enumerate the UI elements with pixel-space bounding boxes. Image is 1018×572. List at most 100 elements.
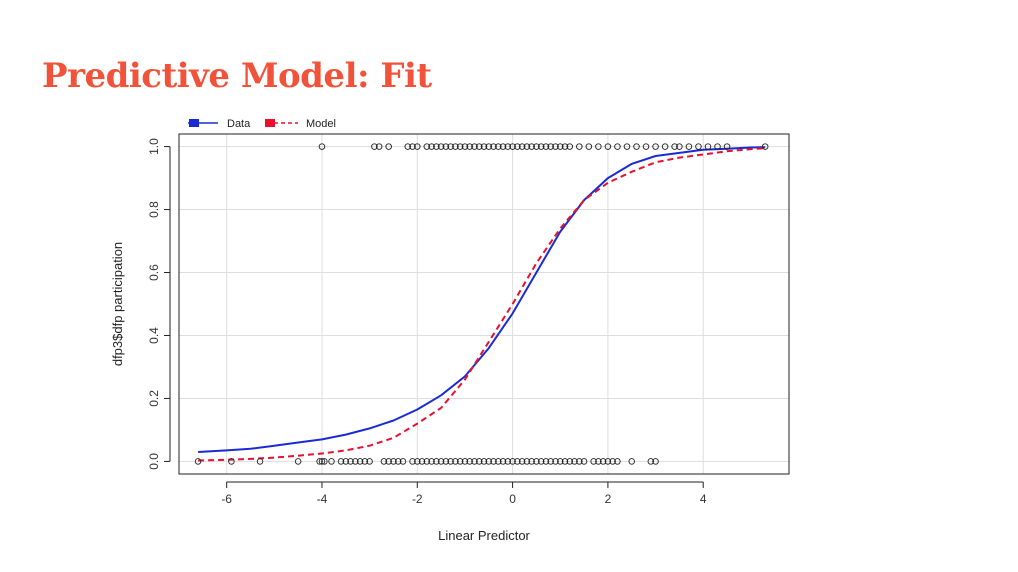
data-point-one (447, 143, 454, 150)
data-point-zero (437, 458, 445, 465)
data-point-zero (452, 458, 459, 465)
data-point-zero (390, 458, 397, 465)
y-tick-label: 0.0 (147, 453, 161, 470)
data-point-zero (414, 458, 421, 465)
data-point-zero (557, 458, 564, 465)
data-point-zero (561, 458, 569, 465)
data-point-zero (423, 458, 431, 465)
data-point-one (547, 143, 554, 150)
data-point-zero (256, 458, 264, 465)
data-point-one (633, 143, 640, 150)
data-point-zero (461, 458, 469, 465)
data-point-one (495, 143, 502, 150)
data-point-zero (514, 458, 521, 465)
data-point-zero (442, 458, 450, 465)
data-point-one (714, 143, 721, 150)
data-point-one (652, 143, 659, 150)
data-point-zero (316, 458, 323, 465)
data-point-one (504, 143, 512, 150)
data-point-one (642, 143, 650, 150)
data-point-one (371, 143, 378, 150)
data-point-one (623, 143, 631, 150)
data-point-one (542, 143, 550, 150)
data-point-zero (318, 458, 326, 465)
data-point-one (518, 143, 526, 150)
legend-model-swatch (265, 119, 275, 127)
data-point-zero (490, 458, 497, 465)
legend-model-label: Model (306, 118, 336, 130)
data-point-one (490, 143, 497, 150)
data-point-one (409, 143, 416, 150)
data-point-zero (366, 458, 373, 465)
data-point-one (676, 143, 683, 150)
data-point-zero (485, 458, 493, 465)
data-point-zero (228, 458, 235, 465)
data-point-zero (547, 458, 554, 465)
data-point-one (423, 143, 431, 150)
data-point-zero (628, 458, 635, 465)
data-point-zero (647, 458, 655, 465)
data-point-zero (466, 458, 473, 465)
data-point-one (414, 143, 421, 150)
data-point-one (561, 143, 569, 150)
data-point-zero (576, 458, 583, 465)
data-point-zero (509, 458, 516, 465)
data-point-zero (456, 458, 464, 465)
data-point-one (437, 143, 445, 150)
y-tick-label: 0.2 (147, 390, 161, 407)
data-point-zero (495, 458, 502, 465)
legend: Data Model (188, 118, 336, 130)
data-point-zero (380, 458, 388, 465)
data-point-one (514, 143, 521, 150)
axes: -6 -4 -2 0 2 4 0.0 0.2 0.4 0.6 0.8 1.0 (147, 138, 707, 506)
data-point-zero (352, 458, 359, 465)
data-point-zero (328, 458, 335, 465)
data-point-zero (480, 458, 488, 465)
data-point-one (761, 143, 769, 150)
data-point-zero (361, 458, 369, 465)
data-point-one (576, 143, 583, 150)
data-point-one (385, 143, 392, 150)
grid-lines (179, 134, 789, 474)
data-point-zero (566, 458, 574, 465)
data-point-one (533, 143, 540, 150)
legend-data-swatch (189, 119, 199, 127)
plot-frame (178, 133, 790, 475)
data-point-one (499, 143, 507, 150)
data-point-one (466, 143, 473, 150)
data-point-zero (356, 458, 364, 465)
data-point-zero (409, 458, 416, 465)
data-point-one (471, 143, 478, 150)
data-point-one (685, 143, 693, 150)
data-point-one (671, 143, 678, 150)
data-point-zero (471, 458, 478, 465)
data-point-zero (590, 458, 597, 465)
data-point-one (704, 143, 712, 150)
x-tick-label: -6 (221, 492, 232, 506)
data-point-zero (580, 458, 588, 465)
y-axis-title: dfp3$dfp participation (110, 242, 125, 366)
data-point-one (557, 143, 564, 150)
data-point-zero (604, 458, 612, 465)
data-point-one (404, 143, 412, 150)
data-point-zero (475, 458, 483, 465)
data-point-one (695, 143, 702, 150)
data-point-one (528, 143, 535, 150)
data-point-zero (552, 458, 559, 465)
x-tick-label: -2 (412, 492, 423, 506)
x-tick-label: 2 (605, 492, 612, 506)
data-point-one (604, 143, 612, 150)
data-point-one (566, 143, 574, 150)
data-point-zero (518, 458, 526, 465)
data-point-zero (194, 458, 202, 465)
data-point-one (480, 143, 488, 150)
data-point-one (318, 143, 326, 150)
legend-data-label: Data (227, 118, 251, 130)
y-tick-label: 0.8 (147, 201, 161, 218)
data-point-zero (599, 458, 607, 465)
series-layer (194, 143, 769, 465)
data-point-zero (428, 458, 435, 465)
data-point-one (614, 143, 621, 150)
data-point-zero (294, 458, 302, 465)
